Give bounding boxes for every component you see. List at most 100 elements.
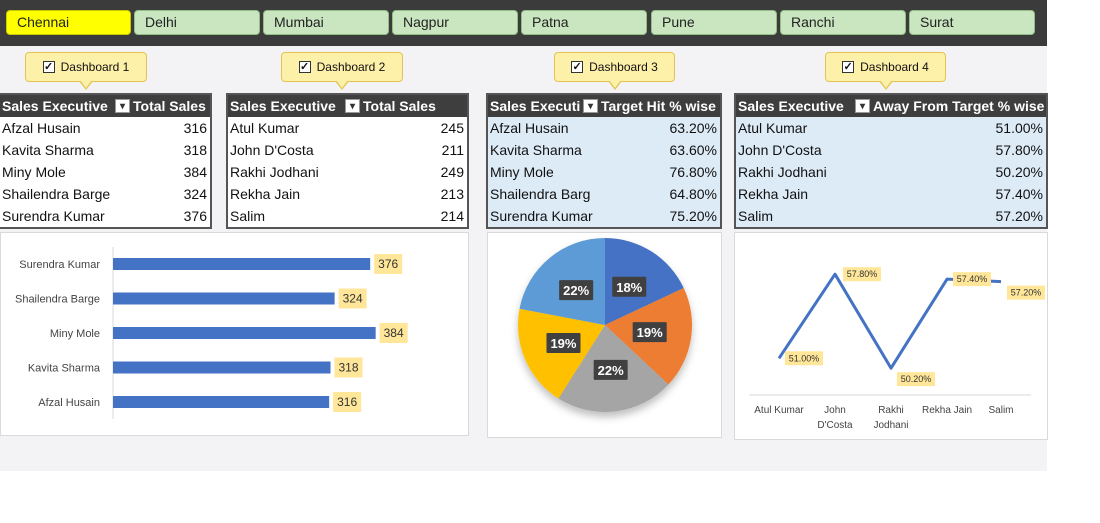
line-data-label: 57.40%: [957, 274, 988, 284]
city-button-patna[interactable]: Patna: [521, 10, 647, 35]
row-value: 245: [440, 120, 464, 136]
table-row[interactable]: John D'Costa 57.80%: [736, 139, 1046, 161]
line-data-label: 57.80%: [847, 269, 878, 279]
row-value: 376: [183, 208, 207, 224]
row-value: 214: [440, 208, 464, 224]
filter-dropdown-icon[interactable]: ▾: [345, 99, 360, 113]
row-value: 63.60%: [669, 142, 717, 158]
table-row[interactable]: Salim 214: [228, 205, 467, 227]
bar-chart: Surendra Kumar 376 Shailendra Barge 324 Miny…: [15, 247, 408, 419]
bar-category-label: Miny Mole: [50, 328, 100, 340]
bar-category-label: Surendra Kumar: [19, 259, 100, 271]
pivot-table-header: Sales Executive ▾ Total Sales: [228, 95, 467, 117]
bar-data-label: 316: [337, 395, 357, 409]
row-sales-executive: Surendra Kumar: [2, 208, 105, 224]
city-button-mumbai[interactable]: Mumbai: [263, 10, 389, 35]
line-data-label-bg: [785, 351, 823, 366]
table-row[interactable]: Kavita Sharma 318: [0, 139, 210, 161]
line-chart: 51.00% 57.80% 50.20% 57.40% 57.20% Atul Kumar…: [749, 267, 1045, 431]
city-button-chennai[interactable]: Chennai: [6, 10, 131, 35]
city-button-delhi[interactable]: Delhi: [134, 10, 260, 35]
header-sales-executive: Sales Executive: [230, 98, 336, 114]
line-category-label: Rakhi: [878, 405, 904, 416]
header-value-column: Total Sales: [363, 98, 436, 114]
city-button-pune[interactable]: Pune: [651, 10, 777, 35]
pie-data-label: 19%: [637, 325, 663, 340]
table-row[interactable]: Rakhi Jodhani 249: [228, 161, 467, 183]
table-row[interactable]: Afzal Husain 63.20%: [488, 117, 720, 139]
dashboard-toggle-3[interactable]: ✓ Dashboard 3: [554, 52, 675, 90]
pie-slice: [518, 308, 605, 399]
city-button-ranchi[interactable]: Ranchi: [780, 10, 906, 35]
table-row[interactable]: Salim 57.20%: [736, 205, 1046, 227]
filter-dropdown-icon[interactable]: ▾: [583, 99, 598, 113]
city-button-surat[interactable]: Surat: [909, 10, 1035, 35]
row-value: 51.00%: [995, 120, 1043, 136]
row-sales-executive: Atul Kumar: [738, 120, 808, 136]
filter-dropdown-icon[interactable]: ▾: [115, 99, 130, 113]
pie-data-label-bg: [632, 322, 667, 343]
table-row[interactable]: Miny Mole 76.80%: [488, 161, 720, 183]
table-row[interactable]: Rekha Jain 57.40%: [736, 183, 1046, 205]
check-icon[interactable]: ✓: [842, 61, 855, 73]
bar-data-label: 376: [378, 257, 398, 271]
table-row[interactable]: Atul Kumar 245: [228, 117, 467, 139]
table-row[interactable]: Atul Kumar 51.00%: [736, 117, 1046, 139]
row-sales-executive: Afzal Husain: [2, 120, 81, 136]
table-row[interactable]: Shailendra Barge 324: [0, 183, 210, 205]
row-sales-executive: Kavita Sharma: [490, 142, 582, 158]
bar-data-label: 318: [338, 361, 358, 375]
check-icon[interactable]: ✓: [42, 61, 55, 73]
row-sales-executive: Rakhi Jodhani: [230, 164, 319, 180]
table-row[interactable]: Kavita Sharma 63.60%: [488, 139, 720, 161]
table-row[interactable]: Miny Mole 384: [0, 161, 210, 183]
header-sales-executive: Sales Executive: [2, 98, 108, 114]
check-icon[interactable]: ✓: [571, 61, 584, 73]
table-row[interactable]: John D'Costa 211: [228, 139, 467, 161]
row-sales-executive: Miny Mole: [490, 164, 554, 180]
table-row[interactable]: Afzal Husain 316: [0, 117, 210, 139]
row-value: 76.80%: [669, 164, 717, 180]
pie-data-label-bg: [546, 332, 581, 353]
line-category-label: Salim: [988, 405, 1013, 416]
row-value: 249: [440, 164, 464, 180]
dashboard-toggle-4[interactable]: ✓ Dashboard 4: [825, 52, 946, 90]
check-icon[interactable]: ✓: [298, 61, 311, 73]
dashboard-toggle-label: Dashboard 4: [860, 60, 929, 74]
pie-chart: 18% 19% 22% 19% 22%: [518, 238, 692, 412]
filter-dropdown-icon[interactable]: ▾: [855, 99, 870, 113]
bar-mark: [113, 396, 330, 408]
row-sales-executive: Rakhi Jodhani: [738, 164, 827, 180]
city-button-nagpur[interactable]: Nagpur: [392, 10, 518, 35]
bar-data-label-bg: [374, 254, 403, 274]
line-category-label: Rekha Jain: [922, 405, 972, 416]
table-row[interactable]: Rekha Jain 213: [228, 183, 467, 205]
pivot-table-1: Sales Executive ▾ Total Sales Afzal Husain 3…: [0, 93, 212, 229]
line-data-label: 57.20%: [1011, 288, 1042, 298]
table-row[interactable]: Rakhi Jodhani 50.20%: [736, 161, 1046, 183]
header-sales-executive: Sales Executi: [490, 98, 580, 114]
bar-mark: [113, 327, 376, 339]
dashboard-toggle-2[interactable]: ✓ Dashboard 2: [281, 52, 403, 90]
row-value: 57.40%: [995, 186, 1043, 202]
row-sales-executive: Miny Mole: [2, 164, 66, 180]
row-sales-executive: Shailendra Barg: [490, 186, 591, 202]
line-category-label: Jodhani: [873, 420, 908, 431]
row-sales-executive: Afzal Husain: [490, 120, 569, 136]
bar-category-label: Afzal Husain: [38, 397, 100, 409]
line-data-label-bg: [897, 372, 935, 387]
table-row[interactable]: Surendra Kumar 75.20%: [488, 205, 720, 227]
bar-mark: [113, 292, 335, 305]
bar-chart-panel: Surendra Kumar 376 Shailendra Barge 324 Miny…: [0, 232, 469, 436]
row-sales-executive: Kavita Sharma: [2, 142, 94, 158]
table-row[interactable]: Surendra Kumar 376: [0, 205, 210, 227]
row-value: 324: [183, 186, 207, 202]
line-data-label-bg: [843, 267, 881, 282]
row-sales-executive: Rekha Jain: [738, 186, 809, 202]
bar-category-label: Kavita Sharma: [28, 363, 101, 375]
pie-data-label-bg: [593, 359, 628, 380]
header-value-column: Total Sales: [133, 98, 206, 114]
pivot-table-4: Sales Executive ▾ Away From Target % wise A…: [734, 93, 1048, 229]
table-row[interactable]: Shailendra Barg 64.80%: [488, 183, 720, 205]
dashboard-toggle-1[interactable]: ✓ Dashboard 1: [25, 52, 147, 90]
